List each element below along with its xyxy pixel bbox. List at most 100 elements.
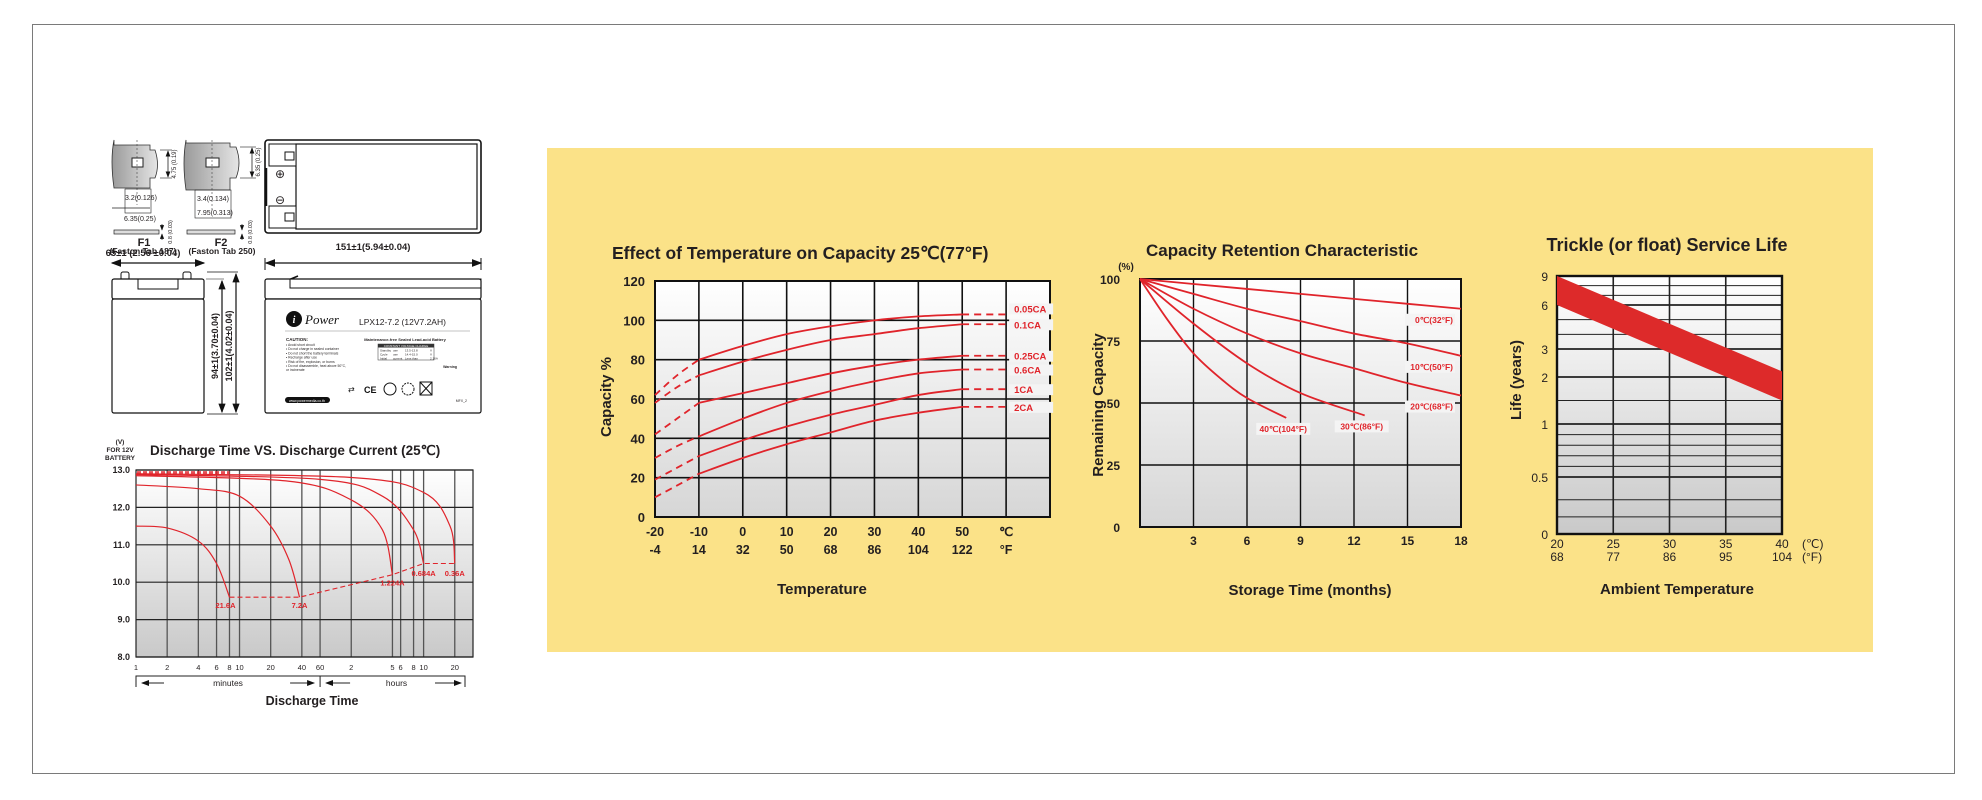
discharge-ytick: 10.0 (112, 577, 130, 587)
caution-line: • Do not charge in sealed container (286, 347, 340, 351)
temperature-xtick-c: 10 (780, 525, 794, 539)
battery-label-view: i Power LPX12-7.2 (12V7.2AH) CAUTION: • … (264, 275, 482, 414)
power-logo-icon (286, 311, 302, 327)
service-life-xtick-c: 20 (1550, 537, 1564, 551)
discharge-xtick: 20 (451, 663, 459, 672)
retention-chart-title: Capacity Retention Characteristic (1146, 241, 1418, 260)
retention-label-bg (1334, 420, 1389, 433)
temperature-xtick-f: 104 (908, 543, 929, 557)
service-life-xtick-f: 95 (1719, 550, 1733, 564)
discharge-range-bracket (135, 675, 466, 687)
temperature-curve-dashed (654, 435, 700, 459)
battery-side-view (111, 271, 240, 415)
charge-cell: 13.5-13.8 (405, 349, 418, 353)
length-dimension: 151±1(5.94±0.04) (336, 242, 411, 253)
f1-tab-dim: 6.35(0.25) (124, 216, 156, 223)
retention-ytick: 75 (1107, 335, 1121, 349)
temperature-series-label: 0.25CA (1014, 352, 1046, 363)
charge-cell: 2.16A (430, 357, 438, 361)
discharge-chart-title: Discharge Time VS. Discharge Current (25… (150, 443, 440, 458)
temperature-xtick-f: 86 (867, 543, 881, 557)
service-life-xtick-c: 40 (1775, 537, 1789, 551)
service-life-xtick-f: 86 (1663, 550, 1677, 564)
caution-line: • Risk of fire, explosion, or burns (286, 360, 335, 364)
temperature-curve-dashed (654, 455, 700, 481)
charge-cell: use (393, 353, 398, 357)
discharge-plot-border (135, 469, 474, 658)
temperature-xtick-f: 14 (692, 543, 706, 557)
temperature-xtick-f: 32 (736, 543, 750, 557)
temperature-xtick-f: -4 (649, 543, 660, 557)
caution-list: • Avoid short circuit• Do not charge in … (286, 343, 346, 372)
temperature-chart-title: Effect of Temperature on Capacity 25℃(77… (612, 243, 988, 263)
temperature-curve (698, 323, 963, 377)
retention-ytick: 100 (1100, 273, 1120, 287)
service-life-xtick-c: 25 (1607, 537, 1621, 551)
charge-cell: Standby (380, 349, 392, 353)
temperature-curve (698, 388, 963, 457)
temperature-xtick-c: -10 (690, 525, 708, 539)
service-life-chart: Trickle (or float) Service Life Life (ye… (1508, 235, 1823, 598)
discharge-current-label: 0.684A (412, 569, 437, 578)
f2-label: F2 (215, 237, 228, 249)
temperature-curve-dashed (654, 374, 700, 404)
discharge-xtick: 4 (196, 663, 200, 672)
temperature-label-bg (1009, 350, 1054, 362)
discharge-xtick: 6 (399, 663, 403, 672)
temperature-label-bg (1009, 364, 1054, 376)
temperature-ytick: 120 (623, 274, 645, 289)
caution-line: • Avoid short circuit (286, 343, 315, 347)
discharge-yunit-3: BATTERY (105, 455, 136, 462)
temperature-xtick-c: ℃ (999, 525, 1013, 539)
charge-cell: 14.4-15.0 (405, 353, 418, 357)
temperature-ytick: 0 (638, 510, 645, 525)
service-life-xtick-f: 77 (1607, 550, 1621, 564)
no-trash-icon (419, 381, 433, 396)
battery-top-view: ⊕ ⊖ (264, 139, 482, 234)
retention-series-label: 40℃(104°F) (1260, 424, 1308, 434)
positive-terminal-icon: ⊕ (275, 167, 285, 181)
temperature-curve-dashed (654, 358, 700, 396)
charge-cell: V (430, 349, 432, 353)
charge-cell: current (393, 357, 403, 361)
minutes-label: minutes (213, 678, 243, 688)
temperature-curve (698, 368, 963, 438)
retention-ytick: 50 (1107, 397, 1121, 411)
service-life-xtick-f: 68 (1550, 550, 1564, 564)
temperature-plot-border (654, 280, 1051, 518)
discharge-current-label: 21.6A (215, 601, 236, 610)
discharge-curve (135, 473, 456, 564)
retention-curve (1139, 278, 1462, 310)
caution-line: • Do not disassemble, heat above 50°C, (286, 364, 346, 368)
discharge-xtick: 6 (214, 663, 218, 672)
f2-sublabel: (Faston Tab 250) (189, 246, 256, 256)
temperature-ytick: 80 (631, 353, 645, 368)
retention-label-bg (1256, 422, 1311, 435)
service-life-chart-title: Trickle (or float) Service Life (1546, 235, 1787, 255)
discharge-xtick: 20 (267, 663, 275, 672)
f2-height-dim: 6.35 (0.25) (256, 147, 262, 176)
charge-cell: Less than (405, 357, 418, 361)
discharge-curve (135, 484, 301, 598)
temperature-curve (698, 313, 963, 361)
page-frame (32, 24, 1955, 774)
retention-xtick: 9 (1297, 534, 1304, 548)
temperature-label-bg (1009, 401, 1054, 413)
retention-curve (1139, 278, 1365, 417)
temperature-chart-ylabel: Capacity % (598, 357, 615, 437)
temperature-curve (698, 405, 963, 475)
caution-line: • Do not short the battery terminals (286, 351, 339, 355)
power-logo-mark: i (293, 315, 296, 326)
temperature-label-bg (1009, 384, 1054, 396)
battery-type: Maintenance-free Sealed Lead-acid Batter… (364, 337, 446, 342)
retention-label-bg (1405, 400, 1455, 413)
website-url: www.powermedia.co.th (289, 399, 325, 403)
f1-thickness: 0.8 (0.03) (168, 220, 174, 244)
caution-line: or incinerate (286, 368, 305, 372)
charge-header: CONSTANT VOLTAGE CHARGE (384, 344, 428, 348)
discharge-ytick: 12.0 (112, 502, 130, 512)
discharge-xtick: 2 (165, 663, 169, 672)
discharge-chart-xlabel: Discharge Time (266, 694, 359, 708)
service-life-chart-ylabel: Life (years) (1508, 340, 1525, 420)
